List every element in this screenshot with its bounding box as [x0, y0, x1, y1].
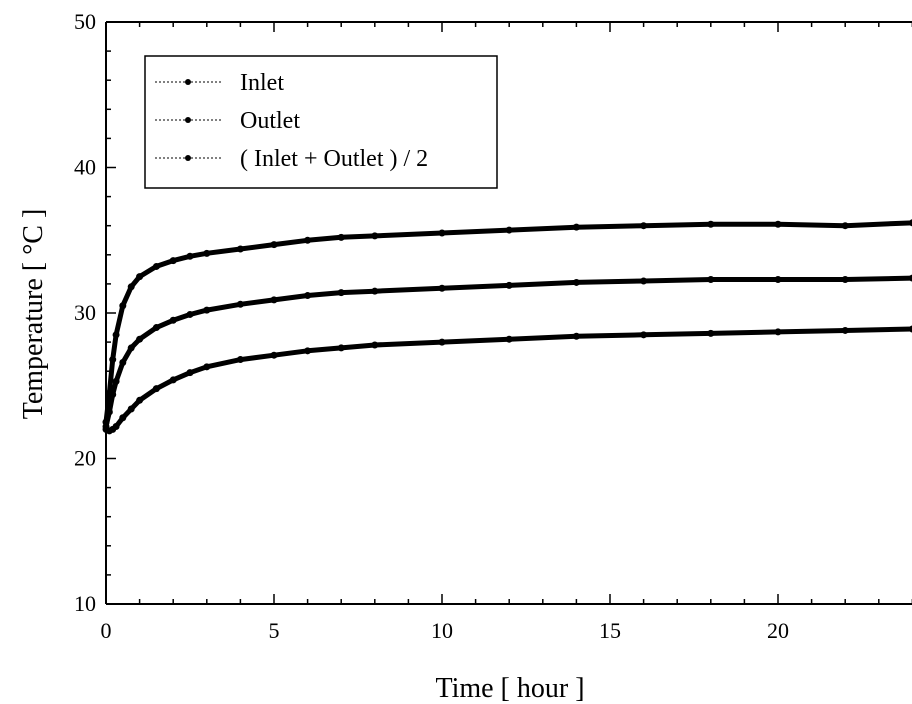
- series-0-point: [186, 369, 194, 377]
- series-0-point: [304, 347, 312, 355]
- legend-marker: [185, 155, 191, 161]
- series-group: [102, 219, 912, 435]
- series-1-point: [438, 229, 446, 237]
- series-0-point: [572, 332, 580, 340]
- series-2-point: [127, 344, 135, 352]
- series-0-point: [640, 331, 648, 339]
- series-1-point: [707, 220, 715, 228]
- legend-label: ( Inlet + Outlet ) / 2: [240, 146, 428, 172]
- series-1-point: [774, 220, 782, 228]
- series-0-point: [203, 363, 211, 371]
- series-1-point: [572, 223, 580, 231]
- series-0-point: [707, 329, 715, 337]
- x-tick-label: 0: [101, 618, 112, 643]
- series-1-point: [203, 249, 211, 257]
- x-tick-label: 15: [599, 618, 621, 643]
- series-1-point: [152, 262, 160, 270]
- series-0-point: [127, 405, 135, 413]
- series-2-point: [505, 281, 513, 289]
- series-0-point: [337, 344, 345, 352]
- series-2-point: [270, 296, 278, 304]
- series-2-point: [236, 300, 244, 308]
- series-0-point: [371, 341, 379, 349]
- series-0-point: [841, 326, 849, 334]
- x-tick-label: 20: [767, 618, 789, 643]
- series-2-point: [774, 276, 782, 284]
- legend-label: Inlet: [240, 70, 284, 96]
- series-2-point: [186, 310, 194, 318]
- series-2-point: [304, 292, 312, 300]
- y-axis-label: Temperature [ °C ]: [18, 209, 49, 420]
- series-2-point: [707, 276, 715, 284]
- y-tick-label: 40: [74, 155, 96, 180]
- series-0-point: [438, 338, 446, 346]
- series-2-point: [112, 377, 120, 385]
- series-0-point: [169, 376, 177, 384]
- series-2-point: [438, 284, 446, 292]
- legend: Inlet Outlet ( Inlet + Outlet ) / 2: [144, 55, 498, 189]
- series-line-1: [103, 220, 912, 423]
- series-1-point: [136, 273, 144, 281]
- series-0-point: [908, 325, 912, 333]
- series-1-point: [127, 283, 135, 291]
- series-1-point: [908, 219, 912, 227]
- series-1-point: [169, 257, 177, 265]
- legend-marker: [185, 117, 191, 123]
- series-1-point: [109, 356, 117, 364]
- x-axis-label: Time [ hour ]: [435, 673, 584, 704]
- series-1-point: [270, 241, 278, 249]
- series-0-point: [136, 396, 144, 404]
- series-2-point: [119, 358, 127, 366]
- x-tick-label: 5: [269, 618, 280, 643]
- y-tick-label: 50: [74, 9, 96, 34]
- series-0-point: [270, 351, 278, 359]
- x-tick-label: 10: [431, 618, 453, 643]
- series-1-point: [236, 245, 244, 253]
- series-2-point: [136, 335, 144, 343]
- series-1-point: [304, 236, 312, 244]
- series-1-point: [337, 233, 345, 241]
- series-1-point: [505, 226, 513, 234]
- series-2-point: [337, 289, 345, 297]
- series-0-point: [236, 356, 244, 364]
- series-2-point: [841, 276, 849, 284]
- series-2-point: [371, 287, 379, 295]
- series-1-point: [640, 222, 648, 230]
- series-2-point: [105, 408, 113, 416]
- series-line-2: [103, 275, 912, 428]
- legend-label: Outlet: [240, 108, 300, 134]
- y-tick-label: 20: [74, 446, 96, 471]
- series-2-point: [109, 390, 117, 398]
- series-1-point: [186, 252, 194, 260]
- legend-marker: [185, 79, 191, 85]
- series-0-point: [152, 385, 160, 393]
- series-0-point: [112, 422, 120, 430]
- series-2-point: [152, 324, 160, 332]
- legend-box: [144, 55, 498, 189]
- series-1-point: [119, 302, 127, 310]
- series-1-point: [371, 232, 379, 240]
- series-2-point: [572, 278, 580, 286]
- series-2-point: [640, 277, 648, 285]
- series-1-point: [112, 331, 120, 339]
- series-0-point: [774, 328, 782, 336]
- series-1-point: [841, 222, 849, 230]
- series-2-point: [102, 422, 110, 430]
- series-2-point: [169, 316, 177, 324]
- series-0-point: [119, 414, 127, 422]
- y-tick-label: 30: [74, 300, 96, 325]
- y-tick-label: 10: [74, 591, 96, 616]
- axes: 0 5 10 15 20 10 20 30 40 50: [74, 9, 912, 643]
- series-0-point: [505, 335, 513, 343]
- series-2-point: [203, 306, 211, 314]
- series-line-0: [104, 326, 912, 434]
- series-2-point: [908, 274, 912, 282]
